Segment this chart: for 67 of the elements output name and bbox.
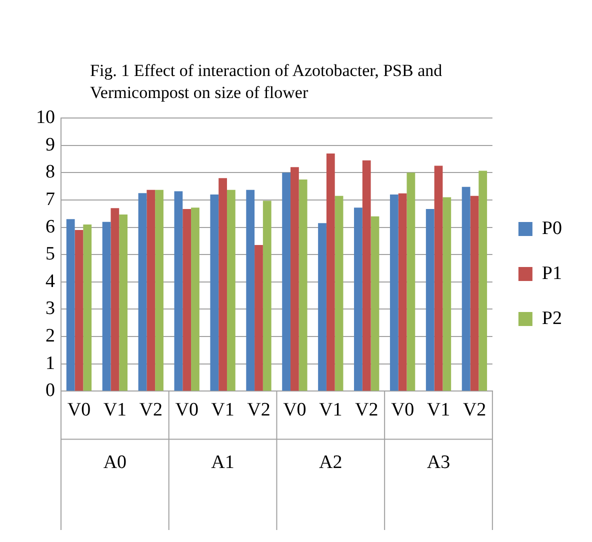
bar (262, 200, 272, 391)
bar (318, 223, 326, 391)
chart-title: Fig. 1 Effect of interaction of Azotobacter, PSB and Vermicompost on size of flower (90, 60, 444, 104)
x-tick-label: V1 (103, 400, 127, 421)
x-tick-label: V0 (67, 400, 91, 421)
legend-label: P1 (542, 262, 562, 284)
bar (406, 172, 416, 391)
y-tick-label: 8 (46, 162, 55, 183)
x-tick-label: V2 (462, 400, 486, 421)
x-tick-label: V2 (247, 400, 270, 421)
y-tick-label: 5 (46, 244, 55, 265)
bar (298, 179, 308, 391)
y-tick-label: 1 (46, 352, 55, 374)
bar (83, 224, 92, 391)
bar (254, 245, 263, 391)
y-tick-label: 10 (36, 106, 55, 128)
bar (282, 172, 290, 391)
x-tick-label: V1 (319, 400, 342, 421)
bar (74, 230, 84, 391)
text: A1 (211, 452, 234, 474)
bar (354, 208, 362, 391)
text: A3 (426, 452, 450, 474)
bar (398, 193, 407, 391)
bar (462, 186, 470, 391)
bar (470, 196, 479, 391)
legend-label: P2 (542, 308, 562, 329)
bar (390, 194, 398, 391)
bar (119, 214, 128, 391)
bar (146, 190, 156, 391)
x-tick-label: V1 (211, 400, 234, 421)
x-tick-label: V0 (283, 400, 306, 421)
bar (210, 194, 219, 391)
bar (226, 190, 236, 391)
bar (370, 216, 380, 391)
bar (66, 219, 75, 391)
bar (246, 190, 255, 391)
y-tick-label: 6 (46, 216, 55, 238)
bar (442, 197, 452, 391)
bar (218, 178, 227, 391)
bar (174, 191, 183, 391)
y-tick-label: 3 (46, 298, 55, 320)
x-tick-label: V2 (139, 400, 162, 421)
x-tick-label: V0 (390, 400, 414, 421)
bar (110, 208, 120, 391)
text: A2 (319, 452, 342, 474)
x-tick-label: V2 (354, 400, 378, 421)
bar (478, 170, 488, 391)
y-tick-label: 4 (46, 270, 56, 292)
y-tick-label: 2 (46, 326, 55, 347)
bar (182, 208, 192, 391)
y-tick-label: 0 (46, 380, 55, 402)
bar (290, 167, 299, 391)
bar (434, 166, 443, 391)
x-tick-label: V1 (426, 400, 450, 421)
bar (426, 208, 434, 391)
y-tick-label: 9 (46, 134, 55, 156)
bar (138, 193, 147, 391)
bar (326, 154, 335, 391)
x-tick-label: V0 (175, 400, 198, 421)
bar (155, 190, 164, 391)
bar (102, 222, 111, 391)
bar (362, 160, 371, 391)
legend-label: P0 (542, 218, 562, 239)
text: A0 (103, 452, 127, 474)
y-tick-label: 7 (46, 188, 55, 210)
bar (191, 208, 200, 391)
bar (334, 196, 344, 391)
